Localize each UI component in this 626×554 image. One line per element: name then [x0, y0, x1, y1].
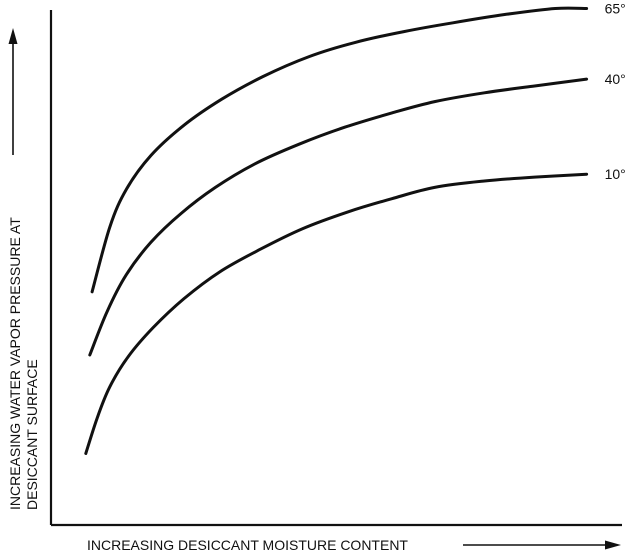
- x-axis-title: INCREASING DESICCANT MOISTURE CONTENT: [87, 537, 408, 553]
- series-label-0: 65°C: [605, 1, 626, 17]
- x-arrow-head-icon: [605, 540, 621, 550]
- series-line-0: [90, 6, 589, 294]
- y-axis-title-line2: DESICCANT SURFACE: [24, 359, 40, 510]
- series-line-2: [84, 172, 589, 455]
- series-layer: 65°C 40°C 10°C: [84, 1, 626, 455]
- series-label-1: 40°C: [605, 71, 626, 87]
- y-arrow-head-icon: [8, 28, 18, 44]
- series-line-1: [88, 77, 589, 357]
- y-axis-title-line1: INCREASING WATER VAPOR PRESSURE AT: [7, 217, 23, 510]
- series-label-2: 10°C: [605, 166, 626, 182]
